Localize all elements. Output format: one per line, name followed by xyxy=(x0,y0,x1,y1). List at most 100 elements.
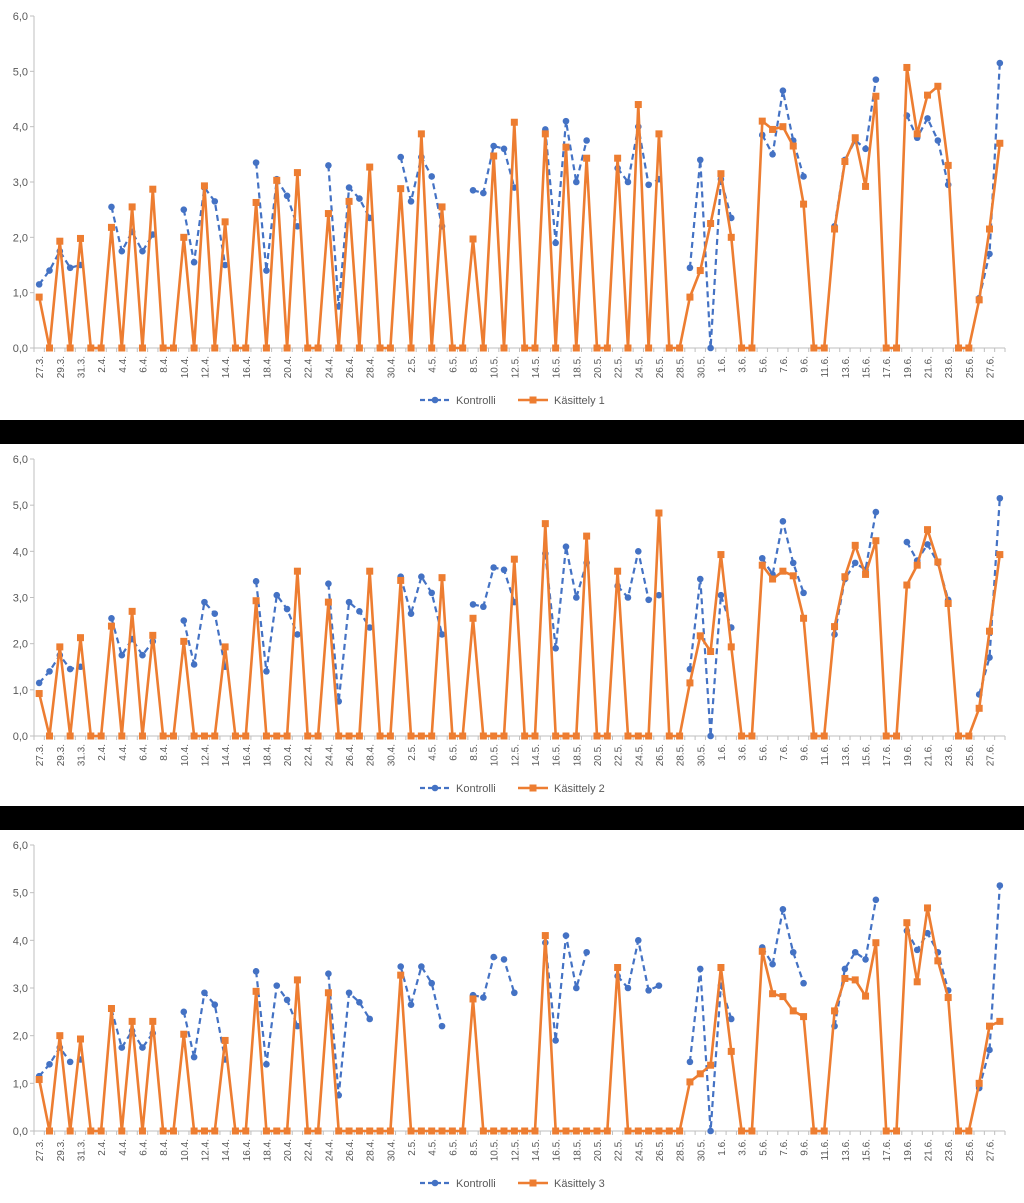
data-point xyxy=(293,976,301,984)
x-tick-label: 28.5. xyxy=(676,1139,687,1161)
series-kasittely xyxy=(35,509,1004,740)
x-tick-label: 8.4. xyxy=(159,356,170,373)
data-point xyxy=(263,267,270,274)
data-point xyxy=(66,665,74,673)
series-line xyxy=(182,601,227,668)
data-point xyxy=(180,617,188,624)
data-point xyxy=(614,567,622,575)
y-tick-label: 3,0 xyxy=(13,983,28,995)
series-kontrolli xyxy=(35,882,1004,1135)
x-tick-label: 27.3. xyxy=(35,356,46,378)
data-point xyxy=(531,344,539,352)
data-point xyxy=(655,509,663,517)
x-tick-label: 5.6. xyxy=(758,744,769,761)
data-point xyxy=(138,344,146,352)
data-point xyxy=(986,1046,993,1054)
data-point xyxy=(924,91,932,99)
data-point xyxy=(335,1127,343,1135)
data-point xyxy=(490,1127,498,1135)
data-point xyxy=(46,1060,53,1068)
data-point xyxy=(769,960,776,968)
x-tick-label: 19.6. xyxy=(903,356,914,378)
data-point xyxy=(273,1127,281,1135)
data-point xyxy=(479,1127,487,1135)
chart-panel-2: 0,0 1,0 2,0 3,0 4,0 5,0 6,0 27.3. 29.3. 31.3. 2.4.… xyxy=(0,444,1024,806)
x-tick-label: 4.4. xyxy=(118,356,129,373)
data-point xyxy=(293,169,301,177)
data-point xyxy=(562,543,570,551)
data-point xyxy=(955,732,963,740)
x-tick-label: 5.6. xyxy=(758,356,769,373)
series-line xyxy=(399,156,444,227)
x-tick-label: 2.5. xyxy=(407,744,418,761)
x-tick-label: 8.5. xyxy=(469,356,480,373)
data-point xyxy=(893,344,901,352)
data-point xyxy=(345,598,353,606)
data-point xyxy=(252,597,260,605)
data-point xyxy=(510,118,518,126)
series-line xyxy=(37,66,1002,350)
data-point xyxy=(242,1127,250,1135)
data-point xyxy=(541,520,549,528)
x-tick-label: 2.5. xyxy=(407,1139,418,1156)
data-point xyxy=(800,614,808,622)
data-point xyxy=(139,1044,146,1051)
x-tick-label: 15.6. xyxy=(862,356,873,378)
x-tick-label: 10.5. xyxy=(490,744,501,766)
data-point xyxy=(944,994,952,1002)
x-tick-label: 2.4. xyxy=(97,744,108,761)
data-point xyxy=(56,237,64,245)
y-tick-label: 2,0 xyxy=(13,1031,28,1043)
y-tick-label: 5,0 xyxy=(13,66,28,78)
data-point xyxy=(965,344,973,352)
data-point xyxy=(996,59,1004,67)
data-point xyxy=(603,732,611,740)
x-tick-label: 5.6. xyxy=(758,1139,769,1156)
data-point xyxy=(231,1127,239,1135)
data-point xyxy=(593,1127,601,1135)
line-chart: 0,0 1,0 2,0 3,0 4,0 5,0 6,0 27.3. 29.3. 31.3. 2.4.… xyxy=(13,454,1006,795)
data-point xyxy=(45,1127,53,1135)
legend: Kontrolli Käsittely 2 xyxy=(420,783,605,795)
x-tick-label: 27.3. xyxy=(35,744,46,766)
data-point xyxy=(304,732,312,740)
x-tick-label: 10.5. xyxy=(490,356,501,378)
data-point xyxy=(893,1127,901,1135)
data-point xyxy=(779,87,787,94)
data-point xyxy=(335,344,343,352)
data-point xyxy=(66,264,74,272)
data-point xyxy=(190,344,198,352)
data-point xyxy=(345,197,353,205)
data-point xyxy=(686,1058,694,1066)
data-point xyxy=(717,170,725,178)
data-point xyxy=(510,1127,518,1135)
data-point xyxy=(417,130,425,138)
data-point xyxy=(841,573,849,581)
data-point xyxy=(500,566,508,574)
data-point xyxy=(975,704,983,712)
x-tick-label: 20.5. xyxy=(593,744,604,766)
data-point xyxy=(35,281,43,288)
data-point xyxy=(448,732,456,740)
data-point xyxy=(779,567,787,575)
data-point xyxy=(87,732,95,740)
data-point xyxy=(397,963,405,970)
x-tick-label: 26.5. xyxy=(655,744,666,766)
x-tick-label: 20.5. xyxy=(593,1139,604,1161)
data-point xyxy=(789,948,797,956)
x-tick-label: 12.5. xyxy=(510,356,521,378)
data-point xyxy=(128,203,136,211)
data-point xyxy=(955,344,963,352)
data-point xyxy=(273,982,281,989)
data-point xyxy=(386,1127,394,1135)
data-point xyxy=(242,732,250,740)
data-point xyxy=(108,203,115,211)
data-point xyxy=(335,732,343,740)
data-point xyxy=(593,732,601,740)
x-tick-label: 18.4. xyxy=(262,744,273,766)
data-point xyxy=(727,643,735,651)
data-point xyxy=(366,1015,374,1023)
data-point xyxy=(490,953,497,961)
line-chart: 0,0 1,0 2,0 3,0 4,0 5,0 6,0 27.3. 29.3. 31.3. 2.4.… xyxy=(13,840,1006,1190)
data-point xyxy=(593,344,601,352)
